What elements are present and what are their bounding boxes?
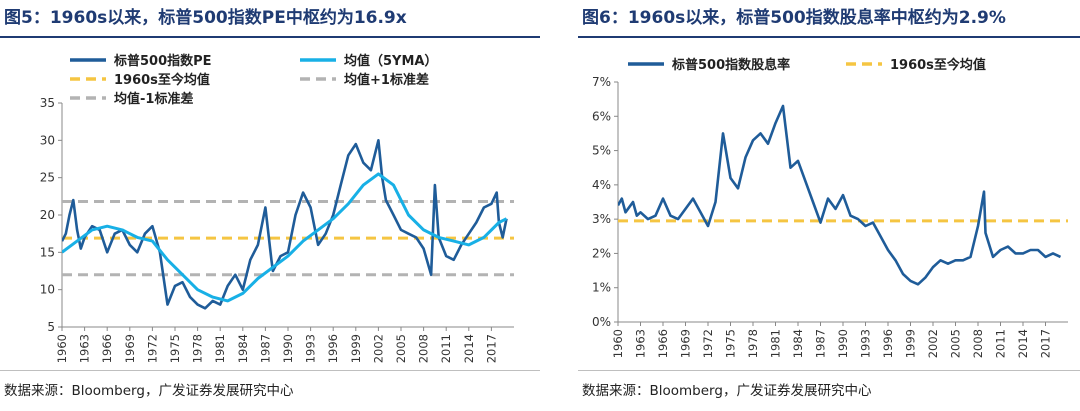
x-tick-label: 1960 (611, 329, 625, 358)
x-tick-label: 1972 (145, 334, 159, 363)
x-tick-label: 1966 (100, 334, 114, 363)
x-tick-label: 2011 (994, 329, 1008, 358)
x-tick-label: 1999 (349, 334, 363, 363)
legend-label: 1960s至今均值 (114, 72, 210, 88)
x-tick-label: 1996 (881, 329, 895, 358)
x-tick-label: 2008 (417, 334, 431, 363)
x-tick-label: 1963 (78, 334, 92, 363)
x-tick-label: 1972 (701, 329, 715, 358)
y-tick-label: 10 (40, 283, 55, 297)
chart-title: 图6：1960s以来，标普500指数股息率中枢约为2.9% (582, 8, 1006, 28)
legend-label: 标普500指数PE (113, 53, 212, 69)
x-tick-label: 2005 (949, 329, 963, 358)
legend-label: 均值（5YMA） (344, 53, 437, 69)
x-tick-label: 1993 (304, 334, 318, 363)
pe-chart: 5 10 15 20 25 30 35 1960 1963 1966 1969 1972 1975 197… (40, 53, 514, 363)
x-tick-label: 1984 (236, 334, 250, 363)
x-tick-label: 1963 (634, 329, 648, 358)
y-tick-label: 6% (592, 109, 611, 123)
x-tick-label: 1969 (679, 329, 693, 358)
dividend-chart: 0% 1% 2% 3% 4% 5% 6% 7% 1960 1963 1966 1969 1972 1975… (592, 57, 1068, 358)
chart-title: 图5：1960s以来，标普500指数PE中枢约为16.9x (4, 8, 407, 28)
series-line (618, 104, 1062, 286)
y-tick-label: 0% (592, 315, 611, 329)
x-tick-label: 1966 (656, 329, 670, 358)
y-tick-label: 20 (40, 208, 55, 222)
source-note: 数据来源：Bloomberg，广发证券发展研究中心 (582, 383, 872, 399)
y-tick-label: 7% (592, 75, 611, 89)
y-tick-label: 5% (592, 144, 611, 158)
y-tick-label: 2% (592, 246, 611, 260)
x-tick-label: 1981 (769, 329, 783, 358)
title-rule (0, 36, 540, 38)
legend-label: 均值-1标准差 (114, 91, 193, 107)
dividend-chart-panel: 图6：1960s以来，标普500指数股息率中枢约为2.9% 0% 1% 2% 3% 4%… (578, 0, 1080, 411)
y-tick-label: 15 (40, 245, 55, 259)
x-tick-label: 1984 (791, 329, 805, 358)
y-tick-label: 25 (40, 171, 55, 185)
y-tick-label: 35 (40, 96, 55, 110)
x-tick-label: 1960 (55, 334, 69, 363)
x-tick-label: 1975 (724, 329, 738, 358)
x-tick-label: 2014 (462, 334, 476, 363)
y-tick-label: 3% (592, 212, 611, 226)
x-tick-label: 1999 (904, 329, 918, 358)
x-tick-label: 1981 (213, 334, 227, 363)
x-tick-label: 2014 (1016, 329, 1030, 358)
x-tick-label: 1990 (836, 329, 850, 358)
x-tick-label: 1975 (168, 334, 182, 363)
y-tick-label: 1% (592, 281, 611, 295)
x-tick-label: 1996 (326, 334, 340, 363)
y-tick-label: 4% (592, 178, 611, 192)
series-line (62, 172, 508, 303)
legend-label: 标普500指数股息率 (671, 57, 790, 73)
x-tick-label: 1993 (859, 329, 873, 358)
x-tick-label: 2017 (484, 334, 498, 363)
x-tick-label: 2002 (926, 329, 940, 358)
pe-chart-panel: 图5：1960s以来，标普500指数PE中枢约为16.9x 5 10 15 20 25 3… (0, 8, 540, 399)
x-tick-label: 1978 (191, 334, 205, 363)
title-rule (578, 36, 1080, 38)
x-tick-label: 1987 (258, 334, 272, 363)
x-tick-label: 1990 (281, 334, 295, 363)
source-note: 数据来源：Bloomberg，广发证券发展研究中心 (4, 383, 294, 399)
x-tick-label: 2008 (971, 329, 985, 358)
y-tick-label: 30 (40, 133, 55, 147)
x-tick-label: 1969 (123, 334, 137, 363)
source-rule (0, 370, 540, 371)
y-tick-label: 5 (47, 320, 55, 334)
source-rule (578, 370, 1080, 371)
x-tick-label: 1978 (746, 329, 760, 358)
x-tick-label: 2005 (394, 334, 408, 363)
series-line (62, 139, 508, 310)
x-tick-label: 2017 (1039, 329, 1053, 358)
x-tick-label: 2002 (371, 334, 385, 363)
legend-label: 均值+1标准差 (344, 72, 429, 88)
legend-label: 1960s至今均值 (890, 57, 986, 73)
x-tick-label: 1987 (814, 329, 828, 358)
x-tick-label: 2011 (439, 334, 453, 363)
